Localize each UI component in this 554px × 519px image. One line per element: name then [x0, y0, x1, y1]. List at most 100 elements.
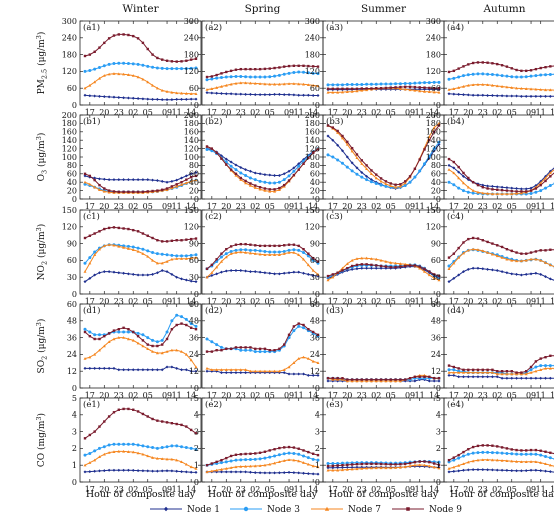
- x-tick-label: 05: [143, 108, 153, 117]
- data-point-node3: [244, 173, 248, 177]
- data-point-node9: [234, 68, 238, 71]
- data-point-node3: [239, 248, 243, 252]
- data-point-node7: [345, 90, 349, 94]
- data-point-node7: [210, 469, 214, 473]
- y-tick-label: 140: [305, 136, 320, 145]
- data-point-node3: [194, 447, 198, 451]
- data-point-node7: [311, 268, 315, 272]
- data-point-node7: [495, 192, 499, 196]
- data-point-node9: [136, 37, 140, 40]
- x-tick-label: 11: [294, 485, 304, 494]
- data-point-node1: [253, 93, 257, 97]
- data-point-node9: [292, 64, 296, 67]
- data-point-node7: [398, 379, 402, 383]
- data-point-node1: [141, 368, 145, 372]
- data-point-node9: [404, 378, 407, 381]
- data-point-node1: [287, 372, 291, 376]
- x-tick-label: 02: [250, 108, 260, 117]
- data-point-node1: [457, 469, 461, 473]
- data-point-node1: [287, 93, 291, 97]
- panel-label: (a4): [447, 22, 464, 33]
- data-point-node3: [302, 326, 306, 330]
- data-point-node7: [210, 87, 214, 90]
- y-tick-label: 30: [67, 273, 77, 282]
- data-point-node7: [495, 84, 499, 88]
- x-axis-labels: Hour of composite day Hour of composite …: [86, 489, 554, 500]
- data-point-node1: [331, 138, 335, 142]
- x-tick-label: 05: [265, 202, 275, 211]
- data-point-node3: [273, 74, 277, 78]
- data-point-node9: [428, 139, 431, 142]
- x-tick-label: 20: [342, 108, 352, 117]
- data-point-node9: [107, 37, 111, 40]
- data-point-node3: [408, 180, 412, 184]
- data-point-node9: [520, 69, 523, 73]
- data-point-node1: [360, 171, 364, 175]
- data-point-node1: [175, 275, 179, 279]
- data-point-node9: [185, 178, 188, 181]
- series-node9: [447, 236, 554, 259]
- data-point-node1: [155, 97, 159, 101]
- series-node9: [447, 444, 554, 462]
- data-point-node9: [423, 460, 426, 463]
- data-point-node1: [529, 376, 533, 380]
- x-tick-label: 14: [429, 297, 439, 306]
- data-point-node3: [476, 72, 480, 76]
- data-point-node9: [127, 227, 130, 231]
- data-point-node7: [234, 368, 238, 371]
- data-point-node9: [467, 237, 470, 241]
- data-point-node7: [219, 85, 223, 88]
- x-tick-label: 14: [186, 485, 196, 494]
- data-point-node7: [88, 461, 92, 464]
- data-point-node9: [316, 148, 320, 151]
- data-point-node9: [510, 189, 513, 193]
- data-point-node7: [253, 464, 257, 468]
- data-point-node1: [471, 93, 475, 97]
- data-point-node7: [481, 191, 485, 195]
- x-tick-label: 20: [342, 202, 352, 211]
- data-point-node7: [83, 180, 87, 184]
- x-tick-label: 09: [526, 108, 536, 117]
- data-point-node1: [131, 468, 135, 472]
- data-point-node3: [229, 164, 233, 168]
- data-point-node1: [510, 469, 514, 473]
- data-point-node7: [146, 80, 150, 84]
- y-tick-label: 30: [431, 273, 441, 282]
- data-point-node9: [346, 378, 349, 381]
- data-point-node9: [146, 190, 149, 193]
- series-node3: [205, 70, 320, 82]
- data-point-node7: [136, 451, 140, 455]
- data-point-node3: [175, 67, 179, 71]
- data-point-node3: [302, 159, 306, 163]
- data-point-node7: [437, 121, 441, 125]
- data-point-node9: [112, 190, 116, 193]
- y-tick-label: 80: [310, 161, 320, 170]
- data-point-node7: [292, 82, 296, 85]
- data-point-node7: [544, 462, 548, 466]
- x-tick-label: 05: [386, 297, 396, 306]
- data-point-node7: [239, 465, 243, 468]
- data-point-node1: [122, 271, 126, 275]
- series-node9: [326, 85, 441, 90]
- data-point-node3: [102, 445, 106, 449]
- data-point-node7: [384, 379, 388, 383]
- panel-frame: [443, 397, 554, 483]
- data-point-node7: [466, 248, 470, 252]
- data-point-node7: [189, 92, 193, 95]
- series-node3: [326, 140, 441, 190]
- x-tick-label: 02: [128, 202, 138, 211]
- data-point-node3: [302, 454, 306, 458]
- data-point-node7: [427, 90, 431, 94]
- data-point-node9: [505, 447, 509, 450]
- x-tick-label: 14: [550, 202, 554, 211]
- data-point-node1: [515, 376, 519, 380]
- data-point-node9: [491, 368, 494, 371]
- data-point-node9: [520, 252, 523, 255]
- data-point-node9: [491, 188, 494, 191]
- data-point-node3: [350, 83, 354, 87]
- data-point-node3: [384, 82, 388, 86]
- x-tick-label: 20: [463, 108, 473, 117]
- data-point-node1: [548, 470, 552, 474]
